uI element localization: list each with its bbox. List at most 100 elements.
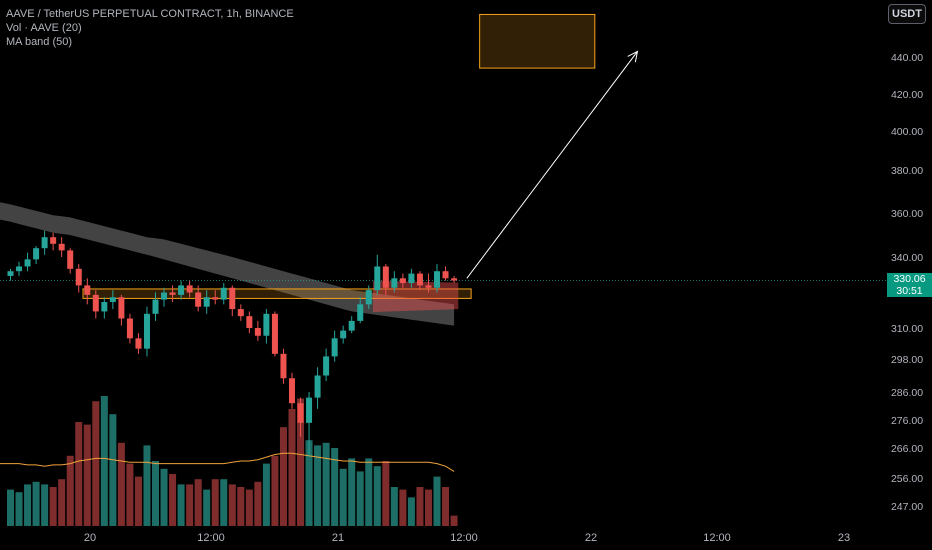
candle-body: [33, 248, 40, 260]
y-tick-label: 256.00: [891, 473, 923, 485]
volume-bar: [15, 492, 23, 526]
candle-body: [314, 375, 321, 398]
volume-bar: [450, 515, 458, 526]
candle-body: [143, 313, 150, 349]
candle-body: [391, 278, 398, 288]
y-tick-label: 266.00: [891, 443, 923, 455]
volume-bar: [220, 479, 228, 526]
candle-body: [434, 271, 440, 288]
volume-bar: [365, 458, 373, 526]
volume-bar: [126, 463, 134, 526]
x-tick-label: 12:00: [703, 532, 731, 544]
candle-body: [109, 297, 116, 302]
volume-bar: [75, 422, 83, 526]
candle-body: [323, 356, 330, 376]
volume-bar: [92, 401, 100, 526]
currency-button[interactable]: USDT: [888, 4, 926, 24]
y-tick-label: 380.00: [891, 165, 923, 177]
volume-bar: [152, 461, 160, 526]
volume-bar: [339, 468, 347, 526]
volume-bar: [160, 468, 168, 526]
chart-legend: AAVE / TetherUS PERPETUAL CONTRACT, 1h, …: [6, 7, 294, 49]
last-price-label: 330.06: [893, 272, 926, 285]
y-tick-label: 247.00: [891, 501, 923, 513]
y-tick-label: 276.00: [891, 415, 923, 427]
supply-demand-zone: [479, 13, 596, 69]
x-tick-label: 20: [84, 532, 96, 544]
candle-body: [246, 316, 253, 328]
volume-bar: [433, 476, 441, 526]
candle-body: [16, 266, 23, 272]
projection-arrow: [466, 51, 638, 279]
volume-bar: [373, 466, 381, 526]
y-tick-label: 400.00: [891, 126, 923, 138]
candle-body: [161, 292, 168, 300]
candle-body: [263, 313, 270, 336]
candle-body: [365, 290, 372, 305]
candle-body: [271, 313, 278, 354]
ma-band: [0, 202, 455, 326]
bar-countdown-label: 30:51: [896, 284, 923, 297]
supply-demand-zone: [82, 288, 472, 299]
volume-bar: [177, 484, 185, 526]
volume-bar: [407, 497, 415, 526]
candle-body: [178, 285, 185, 295]
volume-bar: [279, 427, 287, 526]
volume-bar: [24, 484, 32, 526]
candle-body: [92, 294, 99, 312]
volume-bar: [424, 489, 432, 526]
x-tick-label: 22: [585, 532, 597, 544]
volume-bar: [194, 479, 202, 526]
y-tick-label: 440.00: [891, 52, 923, 64]
candle-body: [7, 271, 14, 276]
symbol-title: AAVE / TetherUS PERPETUAL CONTRACT, 1h, …: [6, 8, 294, 20]
volume-bar: [134, 476, 142, 526]
x-tick-label: 21: [332, 532, 344, 544]
volume-bar: [356, 471, 364, 526]
candle-body: [357, 304, 364, 321]
volume-bar: [83, 424, 91, 526]
volume-bar: [41, 484, 49, 526]
volume-bar: [49, 487, 57, 526]
y-tick-label: 298.00: [891, 354, 923, 366]
volume-bar: [382, 461, 390, 526]
volume-ma-line: [0, 452, 455, 472]
volume-bar: [100, 396, 108, 526]
candle-body: [229, 287, 236, 310]
volume-bar: [7, 489, 14, 526]
volume-bar: [442, 487, 450, 526]
volume-bar: [186, 484, 194, 526]
candle-body: [212, 297, 219, 300]
x-tick-label: 12:00: [197, 532, 225, 544]
y-tick-label: 360.00: [891, 208, 923, 220]
volume-bar: [66, 455, 74, 526]
candle-body: [169, 292, 176, 295]
candle-body: [118, 297, 125, 319]
projection-arrowhead: [627, 50, 639, 63]
volume-bar: [58, 479, 66, 526]
candle-body: [442, 271, 449, 279]
candle-body: [451, 278, 458, 281]
candle-body: [280, 353, 287, 379]
candle-body: [84, 285, 91, 295]
y-tick-label: 310.00: [891, 323, 923, 335]
candle-body: [408, 273, 415, 284]
volume-bar: [390, 487, 398, 526]
candle-body: [67, 250, 74, 269]
candle-body: [348, 320, 355, 331]
y-tick-label: 286.00: [891, 387, 923, 399]
y-tick-label: 340.00: [891, 252, 923, 264]
ma-band-indicator-label: MA band (50): [6, 36, 73, 48]
candle-body: [135, 338, 142, 349]
y-tick-label: 420.00: [891, 89, 923, 101]
volume-bar: [331, 448, 339, 526]
x-tick-label: 12:00: [450, 532, 478, 544]
volume-bar: [237, 487, 245, 526]
candle-body: [126, 318, 133, 339]
candle-body: [186, 285, 193, 293]
candle-body: [399, 278, 406, 284]
candle-body: [382, 266, 389, 288]
volume-bar: [297, 398, 305, 526]
volume-bar: [262, 463, 270, 526]
